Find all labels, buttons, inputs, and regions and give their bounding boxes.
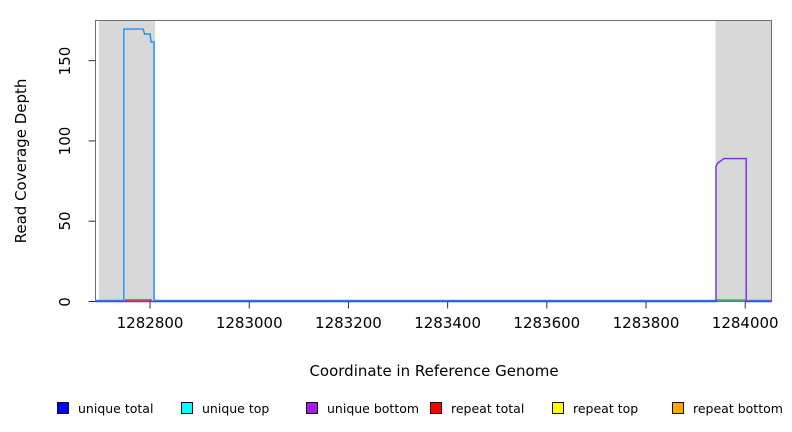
repeat-region-band (715, 20, 772, 302)
legend-item-unique-bottom: unique bottom (306, 400, 420, 416)
plot-box (95, 20, 772, 302)
legend-label: unique bottom (327, 400, 420, 416)
x-tick-label: 1283800 (612, 313, 680, 332)
legend-item-repeat-bottom: repeat bottom (672, 400, 783, 416)
series-unique-bottom (95, 157, 772, 303)
y-tick-label: 50 (56, 211, 74, 231)
legend-swatch-icon (430, 402, 442, 414)
series-unique-total (95, 28, 772, 302)
legend-item-repeat-top: repeat top (552, 400, 639, 416)
x-tick-label: 1282800 (116, 313, 184, 332)
x-tick-label: 1283200 (315, 313, 382, 332)
legend-swatch-icon (672, 402, 684, 414)
legend-swatch-icon (181, 402, 193, 414)
x-tick-label: 1284000 (711, 313, 779, 332)
y-tick-label: 100 (56, 126, 74, 156)
legend-swatch-icon (57, 402, 69, 414)
legend-label: repeat bottom (693, 400, 783, 416)
series-repeat-total (125, 299, 152, 302)
legend-item-unique-top: unique top (181, 400, 270, 416)
x-tick-label: 1283600 (513, 313, 581, 332)
legend-label: unique total (78, 400, 154, 416)
legend-label: unique top (202, 400, 270, 416)
legend-swatch-icon (306, 402, 318, 414)
y-tick-label: 150 (56, 46, 74, 75)
x-tick-label: 1283400 (414, 313, 482, 332)
y-axis-title: Read Coverage Depth (12, 78, 30, 244)
x-tick-label: 1283000 (215, 313, 283, 332)
x-axis-title: Coordinate in Reference Genome (309, 362, 559, 380)
repeat-region-band (98, 20, 156, 302)
legend-item-repeat-total: repeat total (430, 400, 525, 416)
legend-label: repeat total (451, 400, 525, 416)
legend-item-unique-total: unique total (57, 400, 154, 416)
y-tick-label: 0 (56, 296, 74, 307)
legend-label: repeat top (573, 400, 639, 416)
legend-swatch-icon (552, 402, 564, 414)
